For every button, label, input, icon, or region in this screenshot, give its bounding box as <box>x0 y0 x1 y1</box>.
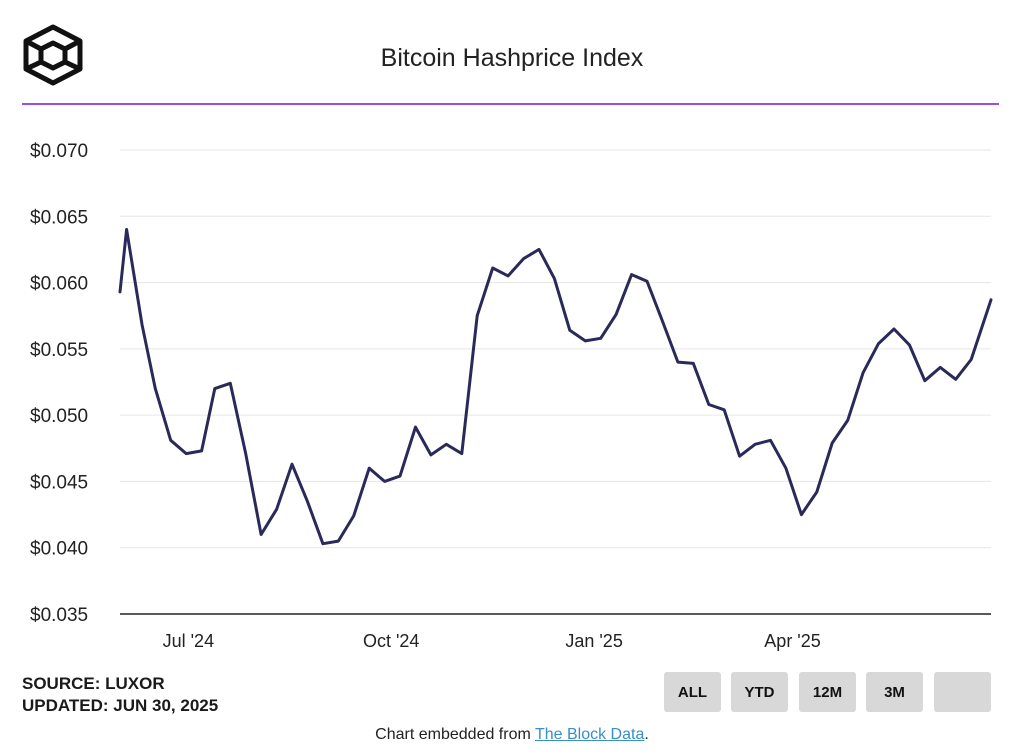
embed-suffix: . <box>644 726 649 743</box>
range-3m-button[interactable]: 3M <box>866 672 923 712</box>
range-blank-button[interactable] <box>934 672 991 712</box>
y-tick-label: $0.040 <box>30 539 88 560</box>
source-label: SOURCE: LUXOR <box>22 674 165 693</box>
embed-note: Chart embedded from The Block Data. <box>0 726 1024 744</box>
x-tick-label: Jul '24 <box>163 631 214 651</box>
y-tick-label: $0.045 <box>30 472 88 493</box>
hashprice-series-line <box>118 228 993 546</box>
source-block: SOURCE: LUXOR UPDATED: JUN 30, 2025 <box>22 673 218 717</box>
y-tick-label: $0.065 <box>30 207 88 228</box>
range-ytd-button[interactable]: YTD <box>731 672 788 712</box>
block-logo-icon <box>23 24 83 86</box>
range-12m-button[interactable]: 12M <box>799 672 856 712</box>
title-underline <box>22 103 999 105</box>
x-tick-label: Oct '24 <box>363 631 419 651</box>
range-all-button[interactable]: ALL <box>664 672 721 712</box>
the-block-data-link[interactable]: The Block Data <box>534 726 645 743</box>
y-tick-label: $0.070 <box>30 141 88 162</box>
y-tick-label: $0.050 <box>30 406 88 427</box>
y-tick-label: $0.035 <box>30 605 88 626</box>
embed-prefix: Chart embedded from <box>375 726 535 743</box>
hashprice-chart: $0.035 $0.040 $0.045 $0.050 $0.055 $0.060 $0.0… <box>30 141 993 651</box>
updated-label: UPDATED: JUN 30, 2025 <box>22 696 219 715</box>
y-tick-label: $0.055 <box>30 340 88 361</box>
y-tick-label: $0.060 <box>30 274 88 295</box>
x-tick-label: Apr '25 <box>764 631 820 651</box>
chart-title: Bitcoin Hashprice Index <box>380 44 644 72</box>
x-tick-label: Jan '25 <box>565 631 622 651</box>
